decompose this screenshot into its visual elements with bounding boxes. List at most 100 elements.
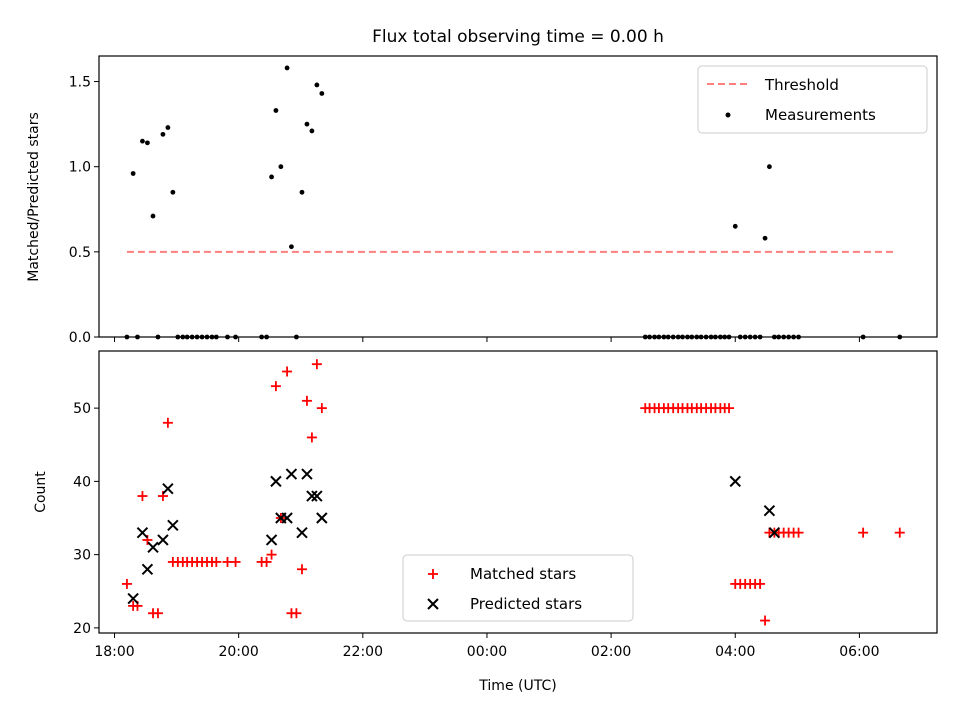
matched-stars-point (858, 527, 869, 538)
bottom-x-tick-label: 00:00 (467, 644, 507, 660)
bottom-axis-ticks: 18:00 20:00 22:00 00:00 02:00 04:00 06:00 20 30 4… (73, 401, 879, 660)
matched-stars-point (296, 564, 307, 575)
matched-stars-point (755, 578, 766, 589)
top-y-tick-label: 0.5 (69, 245, 91, 261)
matched-stars-point (230, 556, 241, 567)
predicted-stars-legend-marker (427, 598, 439, 610)
legend-threshold-label: Threshold (764, 76, 839, 94)
measurements-point (278, 164, 284, 170)
predicted-stars-point (301, 468, 313, 480)
top-chart-title: Flux total observing time = 0.00 h (372, 27, 664, 47)
predicted-stars-point (296, 526, 308, 539)
measurements-point (145, 140, 150, 146)
predicted-stars-point (167, 519, 179, 532)
measurements-point (284, 65, 290, 71)
measurements-point (130, 171, 136, 176)
measurements-point (314, 82, 320, 88)
measurements-point (269, 174, 274, 180)
predicted-stars-point (270, 475, 282, 488)
bottom-x-tick-label: 02:00 (591, 644, 631, 660)
bottom-plot-frame (98, 350, 938, 634)
top-legend: Threshold Measurements (697, 65, 928, 134)
matched-stars-point (291, 608, 302, 619)
matched-stars-point (211, 556, 222, 567)
matched-stars-point (121, 578, 132, 589)
matched-stars-point (270, 381, 281, 392)
predicted-stars-point (311, 490, 323, 502)
measurements-point (140, 138, 145, 144)
predicted-stars-point (162, 482, 174, 495)
predicted-stars-point (147, 541, 159, 554)
predicted-stars-point (141, 563, 154, 575)
top-y-tick-label: 1.0 (69, 160, 91, 176)
legend-matched-swatch (428, 569, 438, 579)
legend-measurements-label: Measurements (765, 106, 876, 124)
bottom-legend: Matched stars Predicted stars (402, 554, 634, 622)
bottom-x-axis-label: Time (UTC) (478, 678, 556, 694)
matched-stars-point (793, 527, 804, 538)
matched-stars-point (760, 615, 771, 626)
predicted-stars-point (127, 592, 139, 605)
measurements-point (762, 235, 768, 241)
bottom-y-axis-label: Count (33, 471, 49, 513)
predicted-stars-point (306, 490, 318, 502)
measurements-point (732, 223, 738, 229)
bottom-x-tick-label: 22:00 (343, 644, 383, 660)
bottom-x-tick-label: 20:00 (218, 644, 258, 660)
predicted-stars-point (136, 526, 149, 539)
matched-stars-point (894, 527, 905, 538)
predicted-stars-point (157, 534, 169, 546)
predicted-stars-point (265, 534, 278, 546)
legend-predicted-label: Predicted stars (470, 595, 582, 613)
legend-predicted-swatch (427, 598, 439, 610)
predicted-stars-point (285, 468, 298, 480)
matched-stars-point (301, 395, 312, 406)
matched-stars-point (316, 403, 327, 414)
matched-stars-point (261, 556, 272, 567)
measurements-point (160, 131, 166, 137)
legend-matched-label: Matched stars (470, 565, 576, 583)
measurements-point (150, 213, 156, 219)
top-y-tick-label: 0.0 (69, 330, 91, 346)
bottom-plot-marks (121, 359, 905, 626)
predicted-stars-point (281, 512, 293, 524)
bottom-x-tick-label: 06:00 (839, 644, 879, 660)
bottom-y-tick-label: 30 (73, 548, 91, 564)
matched-stars-point (306, 432, 317, 443)
measurements-point (170, 189, 176, 195)
matched-stars-point (137, 491, 148, 502)
top-plot-frame (98, 55, 938, 338)
matched-stars-point (311, 359, 322, 370)
top-y-axis-label: Matched/Predicted stars (26, 112, 42, 282)
matched-stars-point (282, 366, 293, 377)
measurements-point (273, 108, 279, 113)
matched-stars-point (724, 403, 735, 414)
bottom-legend-box (402, 554, 634, 622)
measurements-point (309, 128, 315, 134)
measurements-point (767, 164, 772, 170)
top-panel: Flux total observing time = 0.00 h Match… (26, 27, 938, 346)
matched-stars-point (162, 417, 173, 428)
bottom-x-tick-label: 18:00 (94, 644, 134, 660)
measurements-point (165, 125, 171, 130)
bottom-panel: Count Time (UTC) 18:00 20:00 22:00 00:00 02:… (33, 350, 938, 694)
predicted-stars-point (763, 504, 776, 517)
top-axis-ticks: 0.0 0.5 1.0 1.5 (69, 75, 860, 346)
top-legend-box (697, 65, 928, 134)
bottom-x-tick-label: 04:00 (715, 644, 755, 660)
top-plot-marks (124, 65, 903, 340)
matched-stars-point (266, 549, 277, 560)
measurements-point (319, 91, 325, 96)
matched-stars-point (152, 608, 163, 619)
bottom-y-tick-label: 20 (73, 621, 91, 637)
matched-stars-legend-marker (428, 569, 438, 579)
top-y-tick-label: 1.5 (69, 75, 91, 91)
legend-measurements-swatch (725, 112, 731, 118)
bottom-y-tick-label: 50 (73, 401, 91, 417)
predicted-stars-point (768, 526, 781, 539)
bottom-y-tick-label: 40 (73, 474, 91, 490)
measurements-point (299, 189, 305, 195)
predicted-stars-point (316, 512, 328, 524)
predicted-stars-point (729, 475, 741, 488)
